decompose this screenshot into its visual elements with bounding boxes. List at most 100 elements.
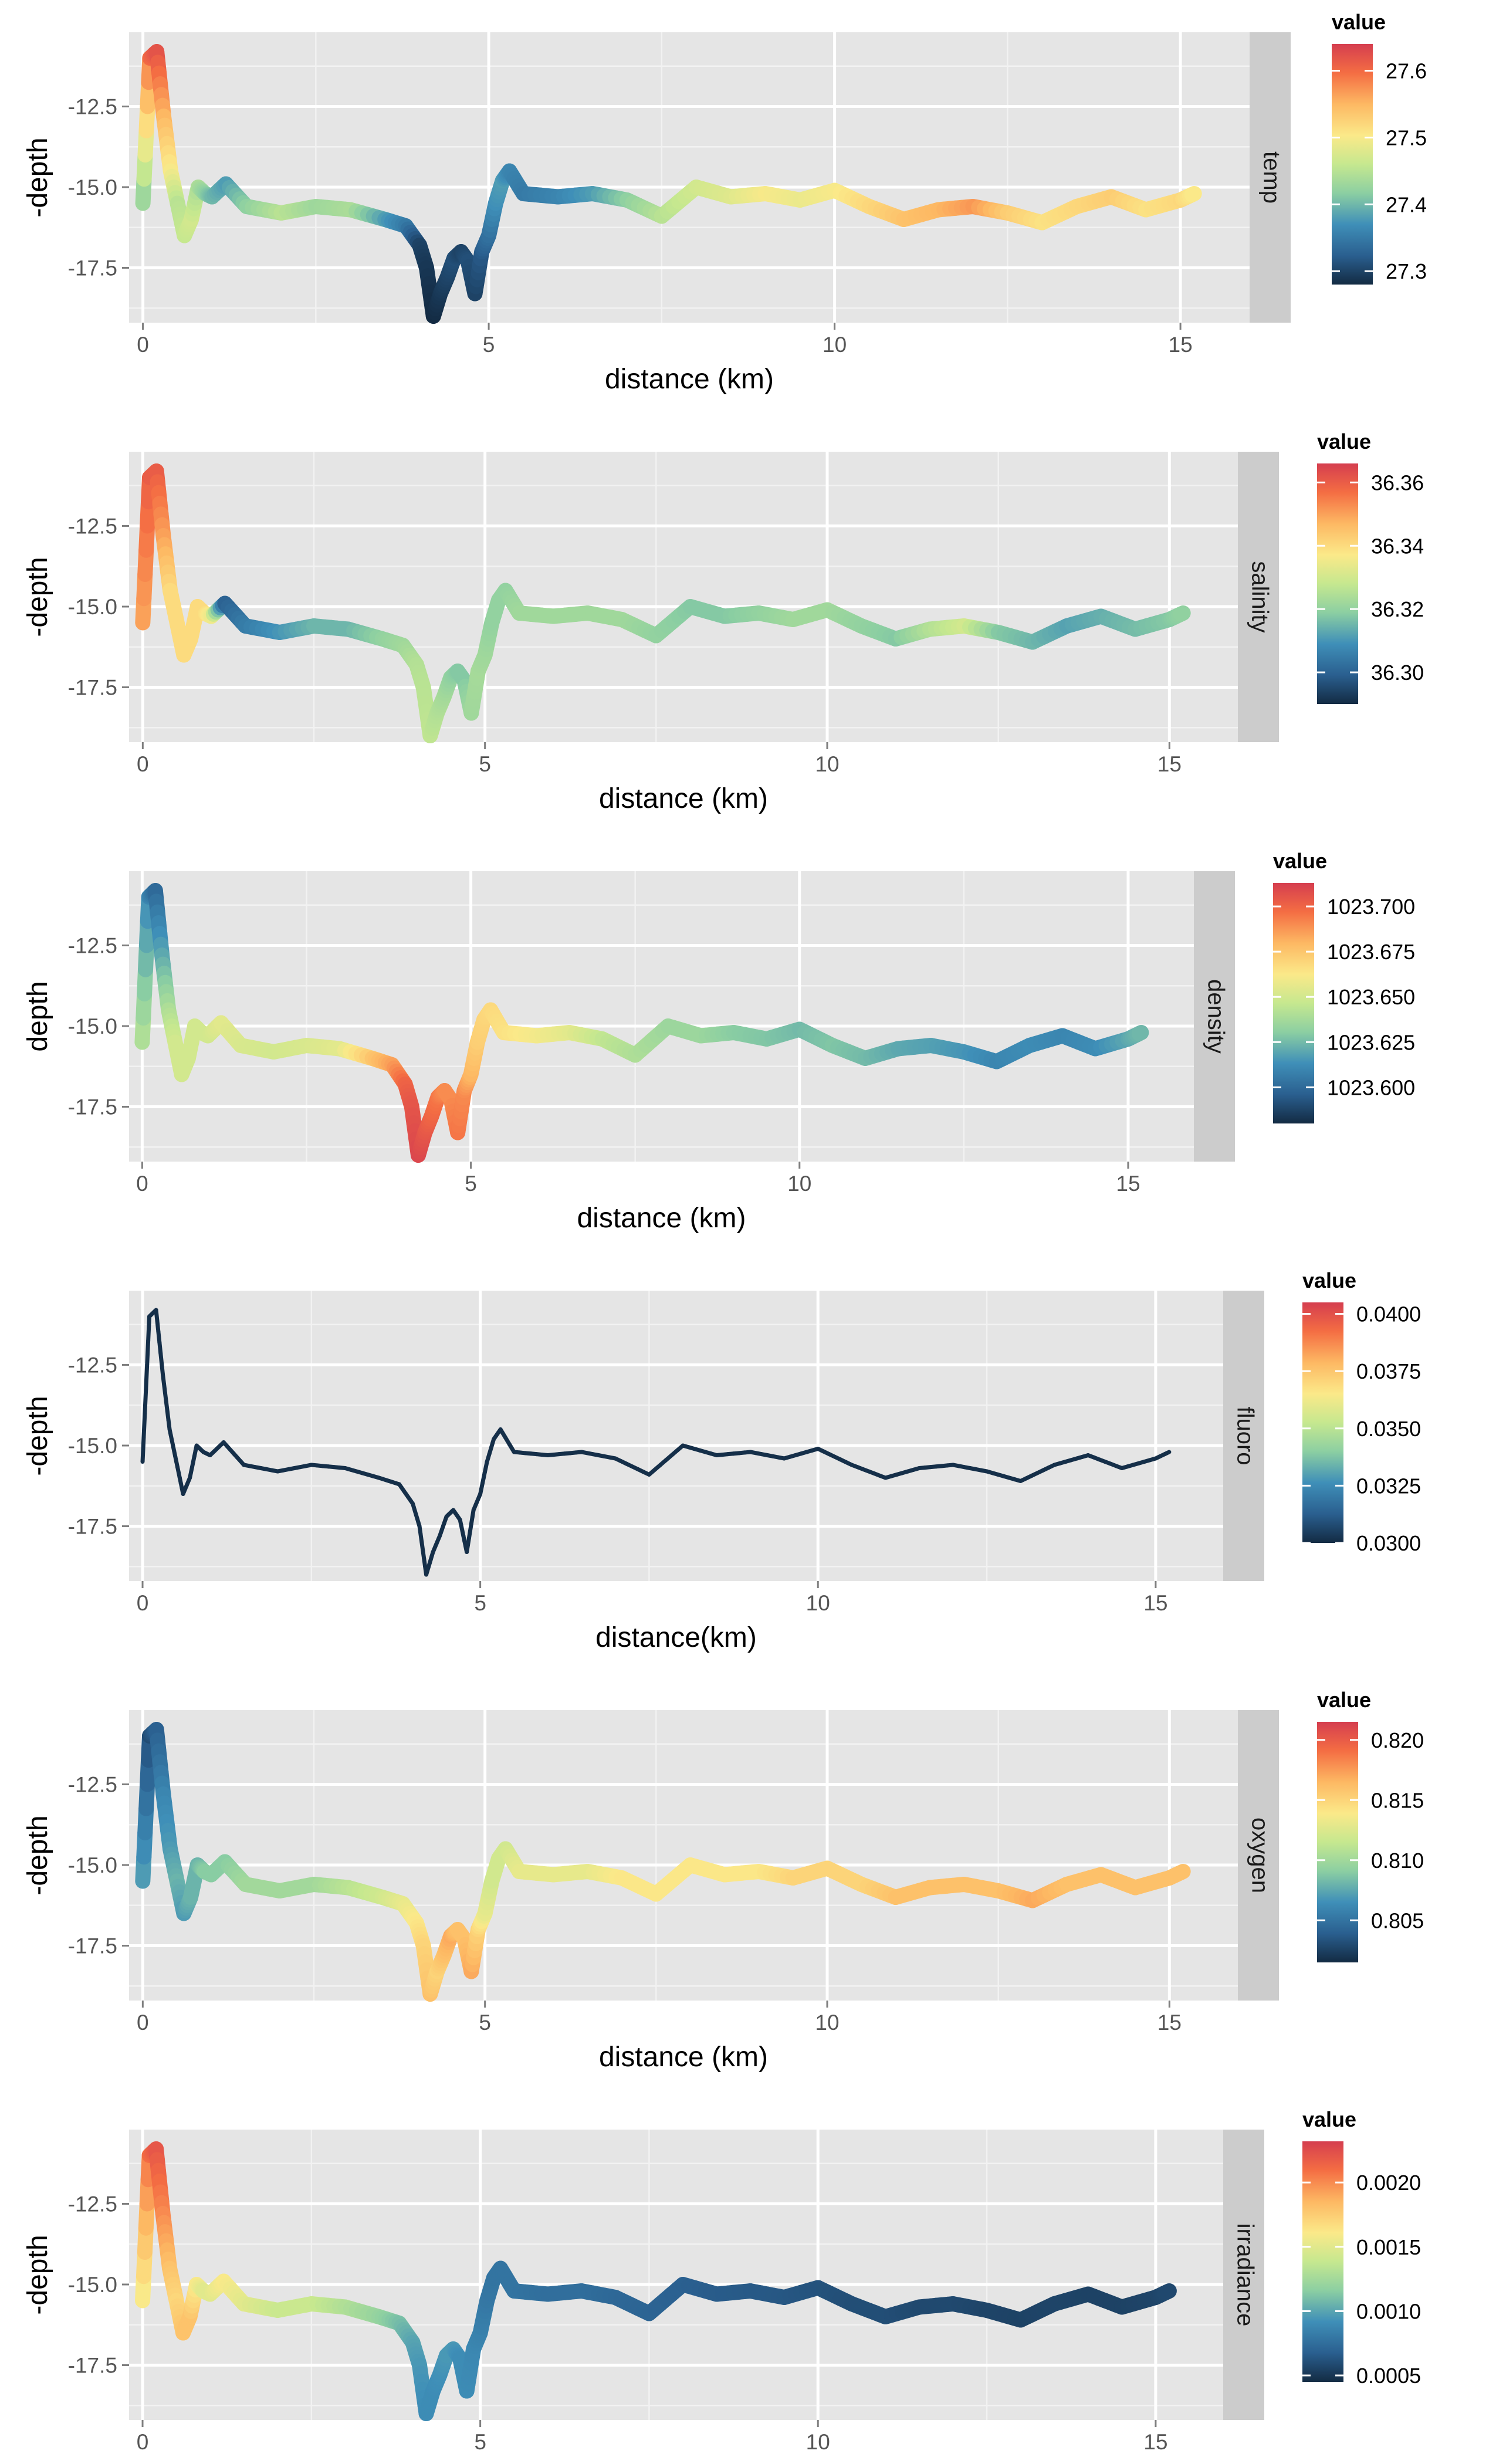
y-axis-title: -depth [22,137,53,217]
y-tick-label: -15.0 [68,1853,117,1877]
x-axis-title: distance (km) [591,2461,760,2464]
facet-strip-label: temp [1258,151,1284,204]
legend-tick-label: 1023.625 [1327,1030,1415,1054]
plot-background [129,871,1194,1162]
legend-title: value [1317,1688,1371,1712]
x-axis-title: distance (km) [599,2042,768,2073]
legend-tick-label: 1023.675 [1327,940,1415,964]
trace-segment [143,1387,148,1416]
facet-strip-label: density [1203,979,1228,1054]
y-axis-title: -depth [22,2235,53,2314]
legend-tick-label: 27.4 [1386,192,1427,216]
x-tick-label: 0 [137,752,149,776]
plot-background [129,32,1250,323]
legend-irradiance: value 0.0020 0.0015 0.0010 0.0005 [1302,2107,1421,2388]
plot-background [129,1291,1223,1581]
legend-tick-label: 0.0300 [1356,1531,1421,1555]
x-tick-label: 15 [1157,752,1182,776]
x-tick-label: 5 [479,2011,491,2035]
legend-colorbar [1273,883,1314,1123]
legend-title: value [1302,1268,1356,1292]
x-tick-label: 15 [1157,2011,1182,2035]
legend-tick-label: 27.5 [1386,126,1427,150]
legend-title: value [1273,849,1327,873]
x-axis-title: distance(km) [595,1622,757,1653]
y-tick-label: -17.5 [68,256,117,280]
x-tick-label: 5 [465,1172,477,1196]
y-tick-label: -15.0 [68,595,117,619]
trace-segment [145,1338,151,1367]
y-tick-label: -12.5 [68,515,117,539]
legend-tick-label: 0.810 [1371,1849,1424,1873]
x-tick-label: 5 [474,1591,486,1615]
x-tick-label: 0 [136,1172,148,1196]
series-trace-temp [135,44,1202,324]
x-tick-label: 10 [815,752,839,776]
legend-tick-label: 36.32 [1371,597,1424,621]
facet-strip [1250,32,1291,323]
x-tick-label: 10 [815,2011,839,2035]
y-tick-label: -12.5 [68,2192,117,2216]
plot-background [129,1710,1238,2001]
y-axis-title: depth [22,981,53,1051]
y-axis-title: -depth [22,1815,53,1895]
x-tick-label: 0 [137,2430,149,2454]
legend-colorbar [1317,1722,1358,1962]
x-tick-label: 10 [823,333,847,357]
x-tick-label: 15 [1169,333,1193,357]
plot-background [129,2130,1223,2420]
facet-strip [1223,2130,1264,2420]
legend-temp: value 27.6 27.5 27.4 27.3 [1332,10,1427,285]
legend-colorbar [1302,2141,1343,2382]
facet-strip [1238,1710,1279,2001]
legend-colorbar [1302,1302,1343,1543]
x-tick-label: 0 [137,333,149,357]
legend-tick-label: 0.0005 [1356,2364,1421,2388]
y-tick-label: -17.5 [68,2354,117,2378]
y-axis-title: -depth [22,1396,53,1475]
facet-strip-label: salinity [1247,561,1272,632]
facet-strip [1194,871,1235,1162]
y-tick-label: -15.0 [68,1014,117,1038]
panel-oxygen: 0 5 10 15 -12.5 -15.0 -17.5 distance (km) -depth… [22,1688,1424,2073]
legend-colorbar [1332,44,1373,285]
trace-segment [141,1411,147,1440]
legend-tick-label: 0.0400 [1356,1302,1421,1326]
y-tick-label: -17.5 [68,1095,117,1119]
legend-tick-label: 0.0325 [1356,1474,1421,1498]
series-trace-oxygen [135,1722,1191,2002]
legend-tick-label: 0.0350 [1356,1417,1421,1441]
legend-tick-label: 0.820 [1371,1728,1424,1752]
trace-segment [1173,1864,1191,1880]
trace-segment [144,1363,150,1392]
legend-tick-label: 36.36 [1371,471,1424,495]
x-tick-label: 15 [1116,1172,1140,1196]
y-tick-label: -12.5 [68,95,117,119]
series-trace-salinity [135,463,1191,743]
y-axis-title: -depth [22,557,53,637]
facet-strip-label: fluoro [1232,1406,1258,1465]
y-tick-label: -15.0 [68,2273,117,2297]
x-tick-label: 10 [806,2430,830,2454]
trace-segment [1173,605,1191,622]
x-tick-label: 5 [483,333,495,357]
x-tick-label: 0 [137,2011,149,2035]
facet-strip [1223,1291,1264,1581]
y-tick-label: -15.0 [68,175,117,199]
legend-tick-label: 36.34 [1371,534,1424,558]
panel-fluoro: 0 5 10 15 -12.5 -15.0 -17.5 distance(km) -depth f… [22,1268,1421,1653]
legend-tick-label: 27.6 [1386,59,1427,83]
legend-tick-label: 0.0015 [1356,2235,1421,2259]
panel-irradiance: 0 5 10 15 -12.5 -15.0 -17.5 distance (km) -depth… [22,2107,1421,2464]
x-tick-label: 0 [137,1591,149,1615]
legend-tick-label: 0.0020 [1356,2171,1421,2195]
y-tick-label: -12.5 [68,1353,117,1377]
x-axis-title: distance (km) [605,364,774,395]
legend-title: value [1317,429,1371,453]
y-tick-label: -12.5 [68,934,117,958]
panel-temp: 0 5 10 15 -12.5 -15.0 -17.5 distance (km) -depth… [22,10,1427,395]
y-tick-label: -17.5 [68,1515,117,1539]
x-tick-label: 10 [787,1172,811,1196]
